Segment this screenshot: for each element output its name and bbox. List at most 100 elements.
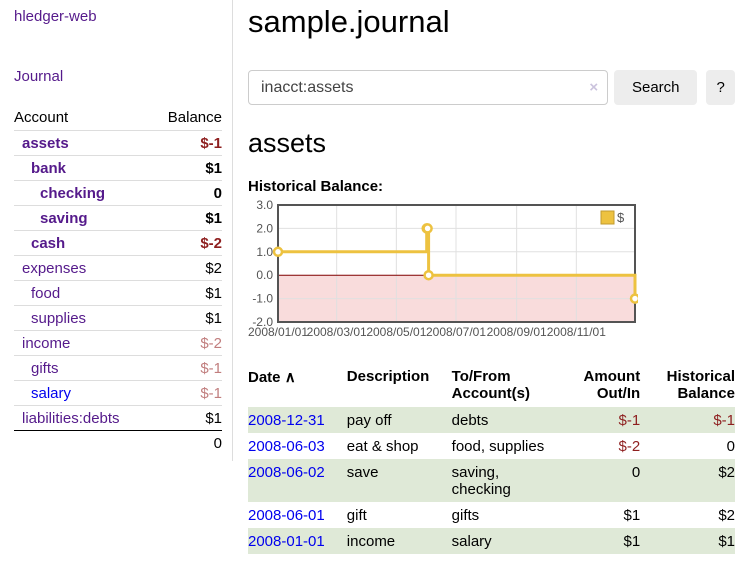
register-date-link[interactable]: 2008-01-01 [248, 533, 325, 550]
register-table: Date ∧ Description To/From Account(s) Am… [248, 366, 735, 554]
clear-search-icon[interactable]: × [589, 79, 599, 96]
account-tree-row: saving $1 [14, 205, 222, 230]
date-cell: 2008-06-02 [248, 459, 347, 502]
amount-cell: 0 [631, 464, 641, 481]
date-cell: 2008-01-01 [248, 528, 347, 554]
data-point-marker [423, 269, 434, 281]
sidebar-account-assets[interactable]: assets [22, 135, 69, 152]
account-balance: $1 [205, 310, 222, 327]
balance-column-header-main: Historical Balance [666, 368, 735, 402]
svg-text:2008/01/01: 2008/01/01 [248, 325, 308, 339]
amount-cell: $-2 [618, 438, 641, 455]
amount-cell: $1 [623, 507, 641, 524]
sidebar-account-food[interactable]: food [31, 285, 61, 302]
register-row: 2008-06-01 gift gifts $1 $2 [248, 502, 735, 528]
account-tree-row: expenses $2 [14, 255, 222, 280]
svg-text:2008/09/01: 2008/09/01 [487, 325, 547, 339]
svg-text:2008/11/01: 2008/11/01 [547, 325, 606, 339]
svg-text:-1.0: -1.0 [252, 292, 273, 306]
sidebar-account-gifts[interactable]: gifts [31, 360, 59, 377]
accounts-cell: salary [451, 533, 492, 550]
account-balance: $-2 [200, 335, 222, 352]
account-column-header: Account [14, 109, 69, 126]
account-tree-row: income $-2 [14, 330, 222, 355]
balance-chart[interactable]: 3.0 2.0 1.0 0.0 -1.0 -2.0 2008/01/01 2008/03/01… [248, 198, 735, 345]
sidebar-account-income[interactable]: income [22, 335, 71, 352]
account-balance: $-1 [200, 360, 222, 377]
register-date-link[interactable]: 2008-06-02 [248, 464, 325, 481]
description-cell: pay off [346, 412, 392, 429]
sort-asc-icon: ∧ [284, 369, 296, 386]
accounts-cell: saving, checking [451, 464, 511, 498]
register-row: 2008-06-02 save saving, checking 0 $2 [248, 459, 735, 502]
account-tree-row: checking 0 [14, 180, 222, 205]
description-cell: income [346, 533, 396, 550]
register-date-link[interactable]: 2008-06-01 [248, 507, 325, 524]
help-button[interactable]: ? [706, 70, 736, 105]
sidebar-account-bank[interactable]: bank [31, 160, 67, 177]
description-cell: gift [346, 507, 367, 524]
balance-cell: $1 [718, 533, 735, 550]
register-date-link[interactable]: 2008-06-03 [248, 438, 325, 455]
amount-cell: $-1 [618, 412, 641, 429]
data-point-marker [272, 246, 284, 258]
svg-text:2008/05/01: 2008/05/01 [366, 325, 426, 339]
date-cell: 2008-06-01 [248, 502, 347, 528]
register-row: 2008-06-03 eat & shop food, supplies $-2 0 [248, 433, 735, 459]
account-tree-row: supplies $1 [14, 305, 222, 330]
account-balance: $-1 [200, 135, 222, 152]
svg-text:0.0: 0.0 [256, 268, 273, 282]
account-tree-row: food $1 [14, 280, 222, 305]
chart-label: Historical Balance: [248, 178, 384, 195]
accounts-cell: gifts [451, 507, 480, 524]
legend-swatch [600, 210, 615, 225]
description-column-header: Description [346, 368, 430, 385]
sort-by-date-link[interactable]: Date ∧ [248, 369, 296, 386]
amount-cell: $1 [623, 533, 641, 550]
legend-label: $ [617, 210, 625, 225]
data-point-marker [629, 293, 641, 304]
register-row: 2008-12-31 pay off debts $-1 $-1 [248, 407, 735, 433]
accounts-cell: food, supplies [451, 438, 545, 455]
account-balance: $1 [205, 285, 222, 302]
svg-text:2.0: 2.0 [256, 221, 273, 235]
account-tree-row: assets $-1 [14, 130, 222, 155]
sidebar-account-supplies[interactable]: supplies [31, 310, 87, 327]
svg-text:2008/07/01: 2008/07/01 [426, 325, 486, 339]
svg-text:1.0: 1.0 [256, 245, 273, 259]
description-cell: save [346, 464, 379, 481]
balance-cell: 0 [726, 438, 735, 455]
account-tree-row: liabilities:debts $1 [14, 405, 222, 430]
account-tree-header: Account Balance [14, 106, 222, 130]
sidebar-account-liabilities-debts[interactable]: liabilities:debts [22, 410, 120, 427]
balance-cell: $-1 [713, 412, 735, 429]
svg-text:2008/03/01: 2008/03/01 [307, 325, 367, 339]
svg-text:3.0: 3.0 [256, 200, 273, 212]
register-date-link[interactable]: 2008-12-31 [248, 412, 325, 429]
amount-column-header: Amount Out/In [583, 368, 641, 402]
search-button[interactable]: Search [614, 70, 698, 105]
data-point-marker [422, 223, 433, 234]
balance-cell: $2 [718, 507, 735, 524]
sidebar-account-saving[interactable]: saving [40, 210, 88, 227]
total-balance: 0 [213, 435, 222, 452]
account-tree-row: cash $-2 [14, 230, 222, 255]
sidebar-account-expenses[interactable]: expenses [22, 260, 87, 277]
balance-cell: $2 [718, 464, 735, 481]
sidebar-account-checking[interactable]: checking [40, 185, 106, 202]
sidebar-account-salary[interactable]: salary [31, 385, 72, 402]
sidebar-account-cash[interactable]: cash [31, 235, 66, 252]
svg-text:-2.0: -2.0 [252, 315, 273, 329]
main-content: sample.journal × Search ? assets Histori… [248, 0, 736, 554]
journal-nav-link[interactable]: Journal [14, 68, 64, 85]
account-tree: Account Balance assets $-1 bank $1 checking 0… [14, 106, 222, 455]
date-cell: 2008-12-31 [248, 407, 347, 433]
app-title-link[interactable]: hledger-web [14, 8, 97, 25]
balance-chart-svg: 3.0 2.0 1.0 0.0 -1.0 -2.02008/01/012008/03/01… [248, 198, 641, 339]
sidebar: hledger-web Journal Account Balance asse… [0, 0, 233, 461]
balance-column-header: Balance [167, 109, 222, 126]
account-balance: 0 [213, 185, 222, 202]
search-form: × Search ? [248, 70, 736, 105]
register-header-row: Date ∧ Description To/From Account(s) Am… [248, 366, 735, 407]
search-input[interactable] [248, 70, 609, 105]
